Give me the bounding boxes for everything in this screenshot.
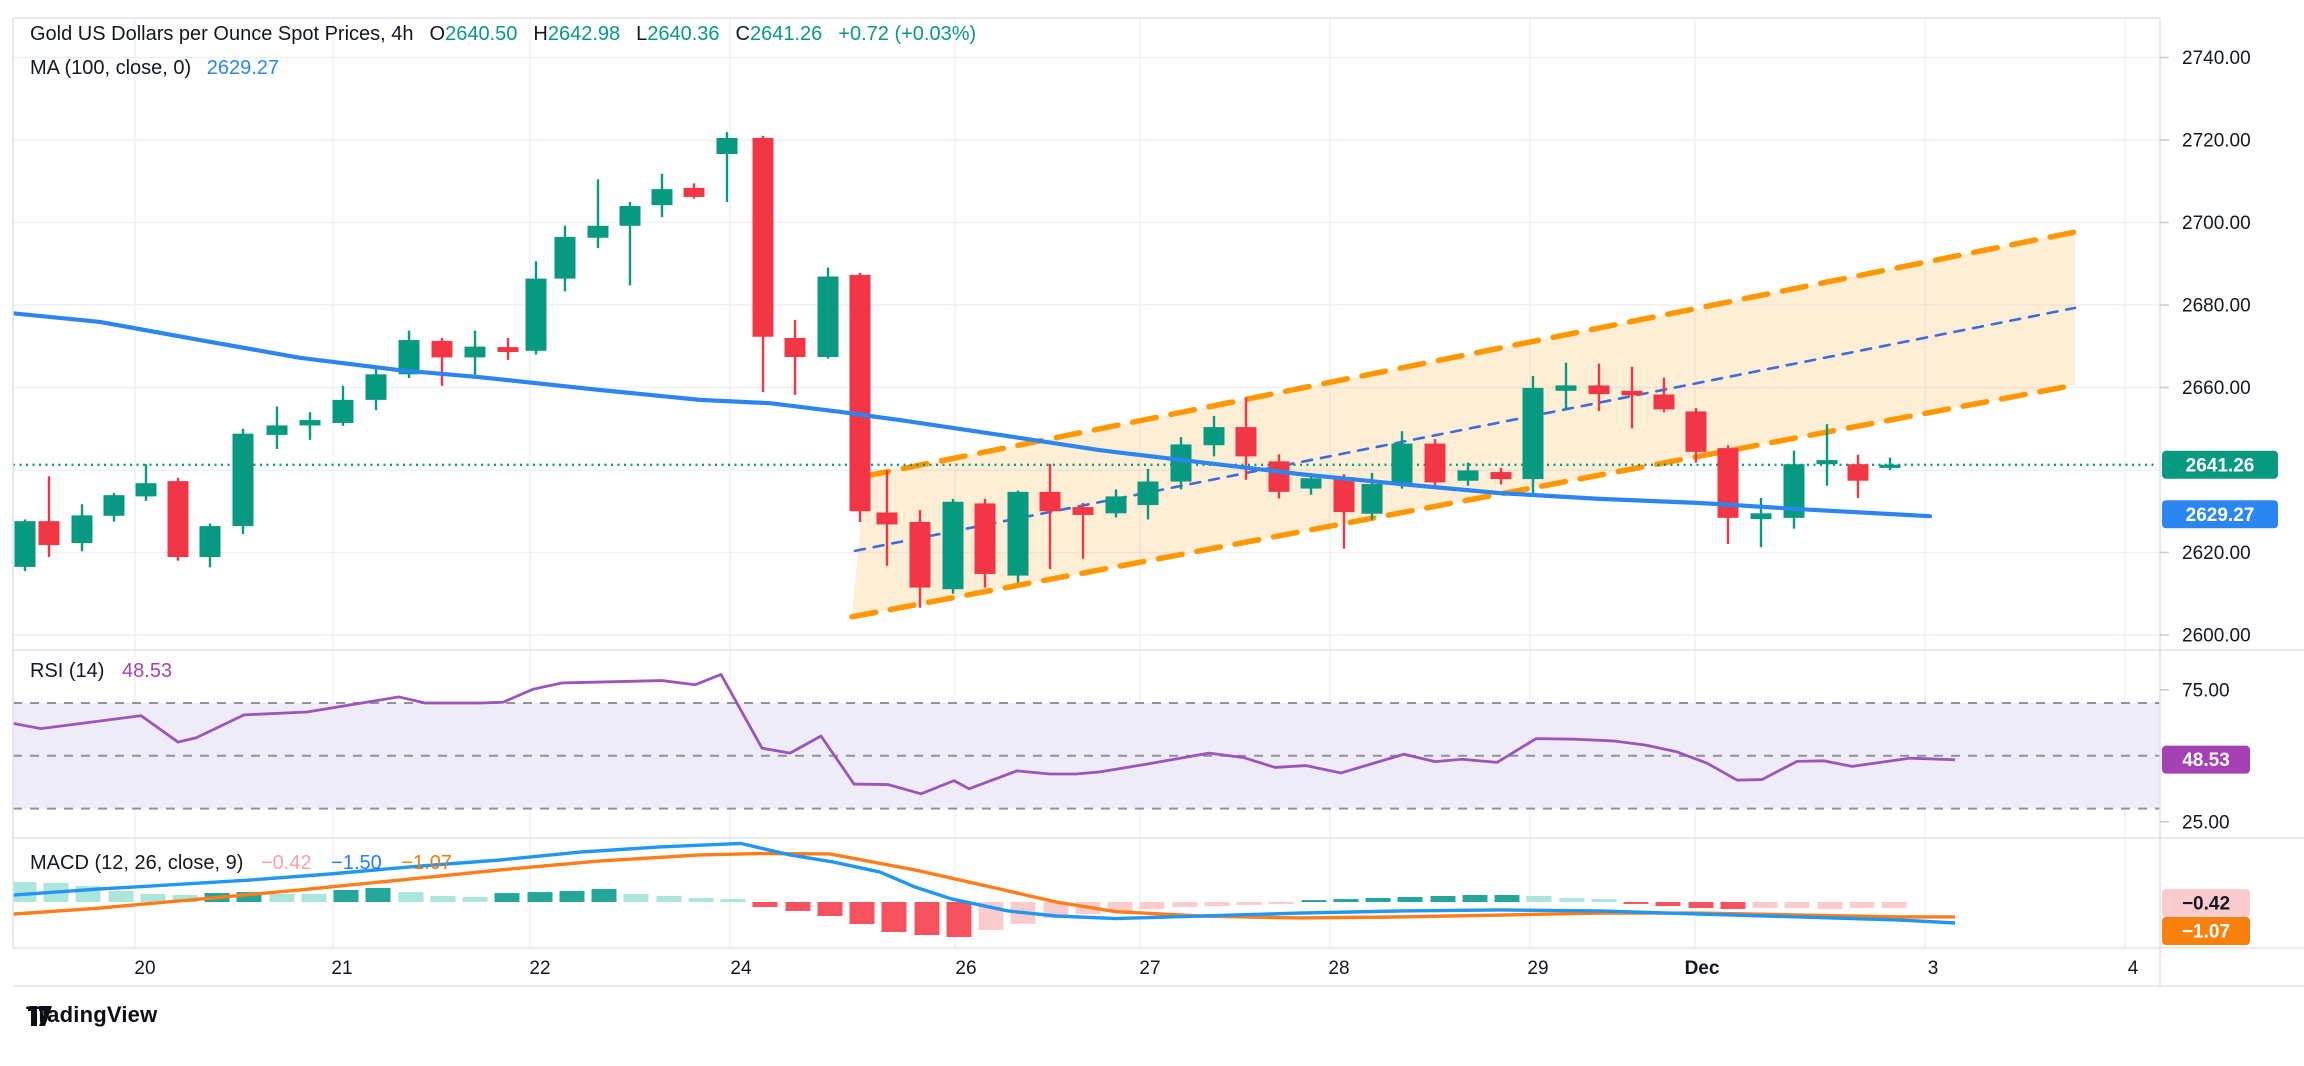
svg-text:48.53: 48.53 [2182,750,2230,771]
macd-line-value: −1.50 [331,852,382,874]
svg-text:Dec: Dec [1685,958,1720,979]
svg-text:21: 21 [331,958,352,979]
legend[interactable]: Gold US Dollars per Ounce Spot Prices, 4… [30,20,976,82]
svg-text:29: 29 [1527,958,1548,979]
macd-label: MACD (12, 26, close, 9) [30,852,244,874]
svg-text:2740.00: 2740.00 [2182,48,2251,69]
svg-text:2660.00: 2660.00 [2182,378,2251,399]
axis-badge [2162,917,2250,945]
channel-fill [852,231,2075,617]
svg-text:−0.42: −0.42 [2182,894,2230,915]
svg-text:2600.00: 2600.00 [2182,626,2251,647]
axis-badge [2162,450,2278,479]
axis-badge [2162,745,2250,774]
low-label: L [636,23,648,45]
rsi-label: RSI (14) [30,660,105,682]
ma-legend-row[interactable]: MA (100, close, 0) 2629.27 [30,54,976,82]
svg-text:2629.27: 2629.27 [2186,505,2255,526]
macd-main-line [13,841,1956,925]
svg-text:28: 28 [1328,958,1349,979]
price-axis-labels: 2740.00 2720.00 2700.00 2680.00 2660.00 2620.… [2160,48,2278,945]
svg-text:2720.00: 2720.00 [2182,131,2251,152]
macd-hist-value: −0.42 [260,852,312,874]
ma-value: 2629.27 [206,57,280,79]
svg-text:3: 3 [1928,958,1939,979]
svg-text:24: 24 [730,958,752,979]
tradingview-logo-icon [28,1006,52,1026]
svg-text:2641.26: 2641.26 [2186,455,2255,476]
ma-label: MA (100, close, 0) [30,57,192,79]
symbol-title: Gold US Dollars per Ounce Spot Prices, 4… [30,23,414,45]
svg-text:20: 20 [134,958,155,979]
open-value: 2640.50 [445,23,518,45]
price-axis[interactable] [2160,18,2304,948]
candles-layer [14,132,1901,608]
svg-text:75.00: 75.00 [2182,680,2230,701]
svg-text:27: 27 [1139,958,1160,979]
axis-badge [2162,889,2250,917]
svg-text:2620.00: 2620.00 [2182,543,2251,564]
high-value: 2642.98 [547,23,621,45]
change-value: +0.72 (+0.03%) [838,23,977,45]
rsi-pane [13,673,2160,810]
channel-upper-line [862,229,2078,479]
channel-mid-line [853,306,2077,553]
macd-legend[interactable]: MACD (12, 26, close, 9) −0.42 −1.50 −1.0… [30,852,452,875]
svg-text:−1.07: −1.07 [2182,922,2230,943]
channel-lower-line [849,382,2078,620]
close-label: C [735,23,750,45]
macd-signal-value: −1.07 [401,852,452,874]
close-value: 2641.26 [750,23,823,45]
svg-text:4: 4 [2128,958,2139,979]
rsi-legend[interactable]: RSI (14) 48.53 [30,660,172,683]
low-value: 2640.36 [647,23,720,45]
svg-text:26: 26 [955,958,976,979]
tradingview-watermark[interactable]: TradingView [26,1002,157,1028]
price-pane [13,132,2155,620]
rsi-line [13,673,1956,796]
axis-badge [2162,500,2278,529]
svg-text:2700.00: 2700.00 [2182,213,2251,234]
svg-text:22: 22 [529,958,550,979]
legend-main-row: Gold US Dollars per Ounce Spot Prices, 4… [30,20,976,48]
pane-separators [12,17,2304,987]
svg-text:25.00: 25.00 [2182,812,2230,833]
ma100-line [13,311,1933,519]
svg-text:2680.00: 2680.00 [2182,296,2251,317]
rsi-value: 48.53 [122,660,173,682]
macd-pane [13,841,1956,937]
time-axis[interactable] [13,948,2160,986]
time-axis-labels: 20 21 22 24 26 27 28 29 Dec 3 4 [134,958,2138,979]
open-label: O [429,23,446,45]
high-label: H [533,23,548,45]
